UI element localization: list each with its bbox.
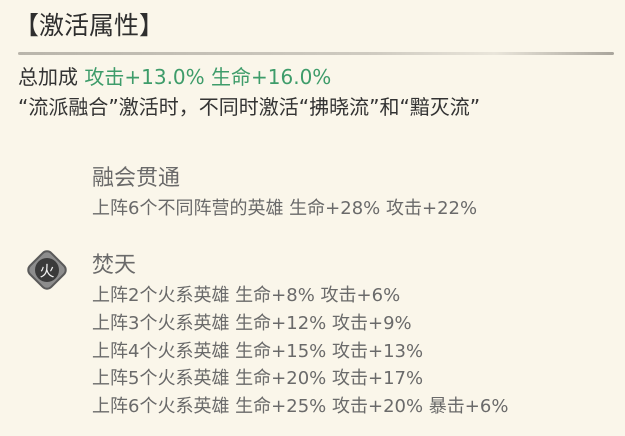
total-bonus: 总加成 攻击+13.0% 生命+16.0%: [18, 61, 331, 90]
trait-tier: 上阵4个火系英雄 生命+15% 攻击+13%: [92, 341, 424, 362]
divider: [18, 52, 614, 55]
section-title: 【激活属性】: [14, 11, 165, 40]
fire-glyph: 火: [39, 262, 54, 280]
trait-tier: 上阵6个火系英雄 生命+25% 攻击+20% 暴击+6%: [92, 396, 509, 417]
hp-bonus: 生命+16.0%: [211, 65, 332, 89]
attack-bonus: 攻击+13.0%: [84, 65, 205, 89]
trait-name-fentian: 焚天: [92, 253, 137, 278]
trait-name-ronghui: 融会贯通: [92, 166, 181, 191]
trait-tier: 上阵3个火系英雄 生命+12% 攻击+9%: [92, 313, 412, 334]
total-bonus-label: 总加成: [18, 65, 78, 89]
trait-tier: 上阵2个火系英雄 生命+8% 攻击+6%: [92, 285, 401, 306]
trait-tier: 上阵5个火系英雄 生命+20% 攻击+17%: [92, 368, 424, 389]
trait-tier: 上阵6个不同阵营的英雄 生命+28% 攻击+22%: [92, 198, 478, 219]
activation-note: “流派融合”激活时，不同时激活“拂晓流”和“黯灭流”: [18, 95, 481, 119]
fire-element-icon: 火: [27, 250, 67, 290]
